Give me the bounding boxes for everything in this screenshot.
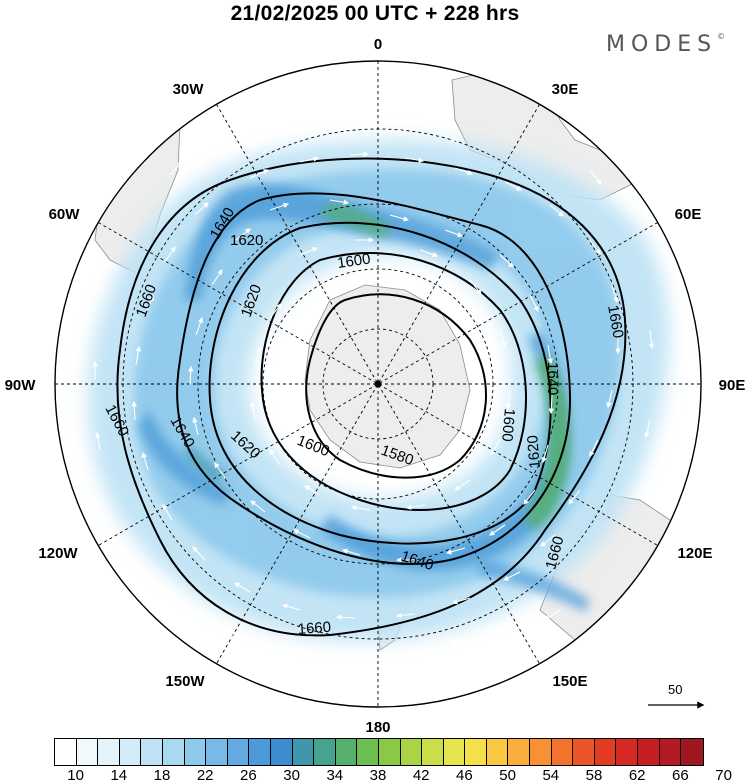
brand-mark: © bbox=[717, 32, 726, 41]
colorbar-swatch bbox=[335, 739, 358, 765]
wind-vectors bbox=[92, 123, 655, 645]
colorbar-tick-label: 34 bbox=[326, 767, 344, 784]
colorbar-swatch bbox=[227, 739, 250, 765]
colorbar-tick-label: 18 bbox=[153, 767, 171, 784]
colorbar-swatch bbox=[659, 739, 682, 765]
south-pole-marker bbox=[374, 380, 382, 388]
map-title: 21/02/2025 00 UTC + 228 hrs bbox=[230, 2, 520, 25]
colorbar-tick-label: 70 bbox=[715, 767, 732, 784]
contour-label: 1600 bbox=[498, 408, 518, 443]
height-contours bbox=[116, 157, 627, 637]
longitude-labels: 0 30W 30E 60W 60E 90W 90E 120W 120E 150W… bbox=[5, 36, 746, 736]
map-boundary bbox=[54, 60, 702, 708]
colorbar-swatch bbox=[184, 739, 207, 765]
lon-label-90e: 90E bbox=[719, 377, 746, 394]
colorbar-swatch bbox=[616, 739, 639, 765]
colorbar-swatch bbox=[119, 739, 142, 765]
lon-label-90w: 90W bbox=[5, 377, 37, 394]
colorbar-swatch bbox=[249, 739, 271, 765]
colorbar-swatch bbox=[573, 739, 595, 765]
colorbar-tick-label: 66 bbox=[672, 767, 689, 784]
colorbar-swatch bbox=[98, 739, 120, 765]
contour-label: 1600 bbox=[336, 250, 371, 271]
contour-1600 bbox=[260, 252, 528, 511]
colorbar-tick-label: 14 bbox=[110, 767, 128, 784]
lon-label-150e: 150E bbox=[552, 673, 587, 690]
colorbar-tick-label: 30 bbox=[283, 767, 300, 784]
reference-vector-arrow-icon bbox=[648, 701, 705, 709]
lon-label-30w: 30W bbox=[173, 81, 205, 98]
colorbar-swatch bbox=[55, 739, 77, 765]
colorbar-swatch bbox=[141, 739, 163, 765]
colorbar-swatch bbox=[443, 739, 466, 765]
contour-label: 1660 bbox=[604, 304, 627, 340]
colorbar-swatch bbox=[206, 739, 228, 765]
contour-label: 1640 bbox=[544, 362, 561, 395]
colorbar-swatch bbox=[270, 739, 293, 765]
contour-label: 1620 bbox=[230, 232, 263, 249]
colorbar-swatch bbox=[508, 739, 531, 765]
colorbar-swatch bbox=[357, 739, 379, 765]
colorbar-tick-label: 62 bbox=[628, 767, 646, 784]
lon-label-60w: 60W bbox=[49, 206, 81, 223]
colorbar-swatch bbox=[162, 739, 185, 765]
colorbar-swatch bbox=[400, 739, 423, 765]
contour-1620 bbox=[208, 221, 552, 545]
colorbar bbox=[54, 738, 704, 766]
lon-label-180: 180 bbox=[365, 719, 390, 736]
colorbar-swatch bbox=[422, 739, 444, 765]
contour-labels: 1580 1600 1600 1600 1620 1620 1620 1620 … bbox=[101, 205, 626, 638]
lon-label-30e: 30E bbox=[552, 81, 579, 98]
colorbar-swatch bbox=[292, 739, 315, 765]
contour-1640 bbox=[176, 192, 572, 565]
brand-text: MODES bbox=[606, 32, 718, 57]
colorbar-swatch bbox=[530, 739, 552, 765]
reference-vector-label: 50 bbox=[668, 682, 683, 697]
colorbar-swatch bbox=[486, 739, 509, 765]
colorbar-tick-label: 26 bbox=[240, 767, 257, 784]
contour-1660 bbox=[116, 157, 627, 637]
colorbar-tick-label: 22 bbox=[196, 767, 214, 784]
colorbar-tick-label: 54 bbox=[542, 767, 560, 784]
contour-label: 1620 bbox=[524, 434, 544, 469]
colorbar-tick-label: 46 bbox=[456, 767, 473, 784]
lon-label-150w: 150W bbox=[165, 673, 205, 690]
colorbar-swatch bbox=[76, 739, 99, 765]
lon-label-120e: 120E bbox=[677, 545, 712, 562]
colorbar-swatch bbox=[638, 739, 660, 765]
reference-vector: 50 bbox=[646, 682, 706, 712]
colorbar-swatch bbox=[314, 739, 336, 765]
colorbar-tick-label: 42 bbox=[412, 767, 430, 784]
colorbar-swatch bbox=[378, 739, 401, 765]
lon-label-60e: 60E bbox=[675, 206, 702, 223]
contour-1580 bbox=[305, 293, 487, 479]
lon-label-120w: 120W bbox=[38, 545, 78, 562]
colorbar-tick-label: 50 bbox=[499, 767, 516, 784]
graticule bbox=[55, 61, 701, 707]
colorbar-swatch bbox=[551, 739, 574, 765]
colorbar-swatch bbox=[681, 739, 703, 765]
colorbar-tick-label: 10 bbox=[67, 767, 84, 784]
colorbar-swatch bbox=[465, 739, 487, 765]
colorbar-swatch bbox=[594, 739, 617, 765]
lon-label-0: 0 bbox=[374, 36, 382, 53]
colorbar-ticks: 10 14 18 22 26 30 34 38 42 46 50 54 58 62 66 70 bbox=[54, 767, 732, 784]
contour-label: 1660 bbox=[297, 619, 331, 638]
colorbar-tick-label: 38 bbox=[369, 767, 387, 784]
colorbar-tick-label: 58 bbox=[585, 767, 603, 784]
brand-logo: MODES© bbox=[606, 32, 725, 57]
